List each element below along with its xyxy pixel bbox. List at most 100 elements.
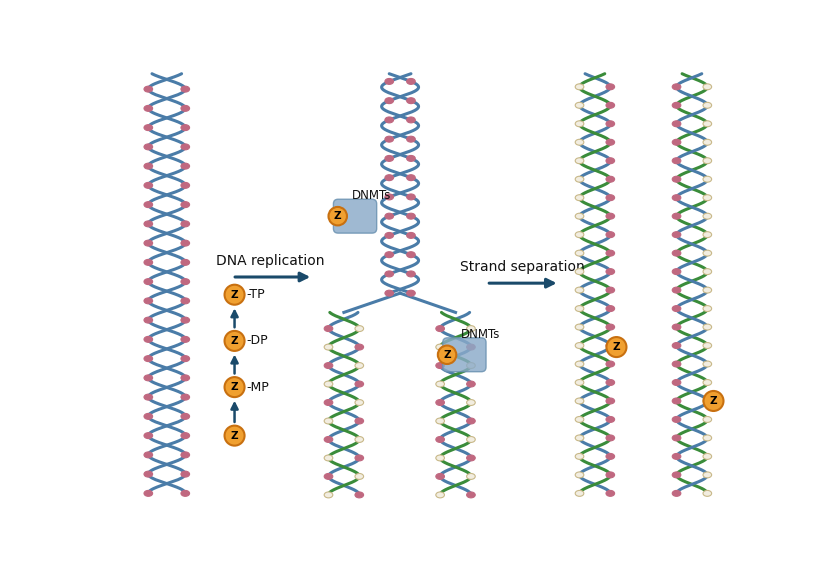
Ellipse shape xyxy=(672,287,681,293)
Ellipse shape xyxy=(575,472,584,478)
Ellipse shape xyxy=(672,195,681,200)
Ellipse shape xyxy=(606,472,615,478)
Ellipse shape xyxy=(672,158,681,164)
Ellipse shape xyxy=(467,381,475,387)
Ellipse shape xyxy=(181,221,190,227)
Ellipse shape xyxy=(575,490,584,497)
Ellipse shape xyxy=(144,356,153,361)
Ellipse shape xyxy=(703,139,712,145)
Ellipse shape xyxy=(436,344,445,350)
Ellipse shape xyxy=(181,337,190,342)
Ellipse shape xyxy=(575,158,584,164)
Ellipse shape xyxy=(703,398,712,404)
Ellipse shape xyxy=(703,342,712,348)
Ellipse shape xyxy=(672,306,681,311)
Ellipse shape xyxy=(407,252,415,258)
Text: DNMTs: DNMTs xyxy=(352,189,391,202)
Text: Z: Z xyxy=(231,431,238,441)
Ellipse shape xyxy=(467,344,475,350)
Text: Z: Z xyxy=(334,211,342,221)
Ellipse shape xyxy=(324,418,332,424)
Ellipse shape xyxy=(606,398,615,404)
Ellipse shape xyxy=(575,121,584,127)
Ellipse shape xyxy=(703,121,712,127)
Ellipse shape xyxy=(144,105,153,111)
Ellipse shape xyxy=(144,337,153,342)
Ellipse shape xyxy=(324,436,332,443)
Ellipse shape xyxy=(703,250,712,256)
Ellipse shape xyxy=(575,269,584,275)
Ellipse shape xyxy=(144,298,153,304)
Ellipse shape xyxy=(606,232,615,238)
Ellipse shape xyxy=(606,379,615,386)
Ellipse shape xyxy=(672,361,681,367)
Ellipse shape xyxy=(467,492,475,498)
Circle shape xyxy=(606,337,626,357)
Ellipse shape xyxy=(606,435,615,441)
Ellipse shape xyxy=(703,435,712,441)
Ellipse shape xyxy=(355,492,364,498)
Ellipse shape xyxy=(703,84,712,90)
Ellipse shape xyxy=(606,213,615,219)
Ellipse shape xyxy=(385,155,394,162)
Ellipse shape xyxy=(144,260,153,265)
Ellipse shape xyxy=(672,435,681,441)
Ellipse shape xyxy=(181,86,190,92)
Ellipse shape xyxy=(407,78,415,84)
Ellipse shape xyxy=(703,195,712,200)
Ellipse shape xyxy=(672,250,681,256)
Circle shape xyxy=(224,377,244,397)
Ellipse shape xyxy=(703,417,712,422)
Ellipse shape xyxy=(385,175,394,181)
Ellipse shape xyxy=(144,317,153,323)
Text: -TP: -TP xyxy=(247,288,266,301)
Ellipse shape xyxy=(407,271,415,277)
Ellipse shape xyxy=(703,158,712,164)
Ellipse shape xyxy=(606,195,615,200)
Circle shape xyxy=(224,426,244,446)
Ellipse shape xyxy=(144,124,153,131)
Ellipse shape xyxy=(385,290,394,296)
Text: Strand separation: Strand separation xyxy=(460,260,585,274)
Ellipse shape xyxy=(672,453,681,459)
Ellipse shape xyxy=(703,269,712,275)
Ellipse shape xyxy=(385,271,394,277)
Ellipse shape xyxy=(181,471,190,477)
Ellipse shape xyxy=(575,324,584,330)
Ellipse shape xyxy=(672,417,681,422)
Ellipse shape xyxy=(355,400,364,405)
Ellipse shape xyxy=(672,398,681,404)
Ellipse shape xyxy=(324,344,332,350)
Ellipse shape xyxy=(672,269,681,275)
Ellipse shape xyxy=(606,176,615,182)
FancyBboxPatch shape xyxy=(333,199,377,233)
Ellipse shape xyxy=(324,492,332,498)
Ellipse shape xyxy=(181,144,190,150)
Text: DNMTs: DNMTs xyxy=(461,328,501,341)
Ellipse shape xyxy=(144,432,153,439)
Ellipse shape xyxy=(606,453,615,459)
Ellipse shape xyxy=(672,324,681,330)
Ellipse shape xyxy=(606,417,615,422)
Ellipse shape xyxy=(672,84,681,90)
Ellipse shape xyxy=(181,452,190,458)
Ellipse shape xyxy=(575,232,584,238)
Ellipse shape xyxy=(355,418,364,424)
Circle shape xyxy=(224,331,244,351)
Ellipse shape xyxy=(407,194,415,200)
Ellipse shape xyxy=(575,195,584,200)
Ellipse shape xyxy=(407,117,415,123)
Ellipse shape xyxy=(181,298,190,304)
Ellipse shape xyxy=(672,139,681,145)
Ellipse shape xyxy=(144,240,153,246)
Ellipse shape xyxy=(181,105,190,111)
Text: Z: Z xyxy=(231,336,238,346)
Ellipse shape xyxy=(575,102,584,108)
Circle shape xyxy=(704,391,724,411)
Ellipse shape xyxy=(144,413,153,419)
Ellipse shape xyxy=(385,98,394,104)
Ellipse shape xyxy=(703,232,712,238)
Ellipse shape xyxy=(324,381,332,387)
Ellipse shape xyxy=(436,363,445,369)
Ellipse shape xyxy=(703,453,712,459)
